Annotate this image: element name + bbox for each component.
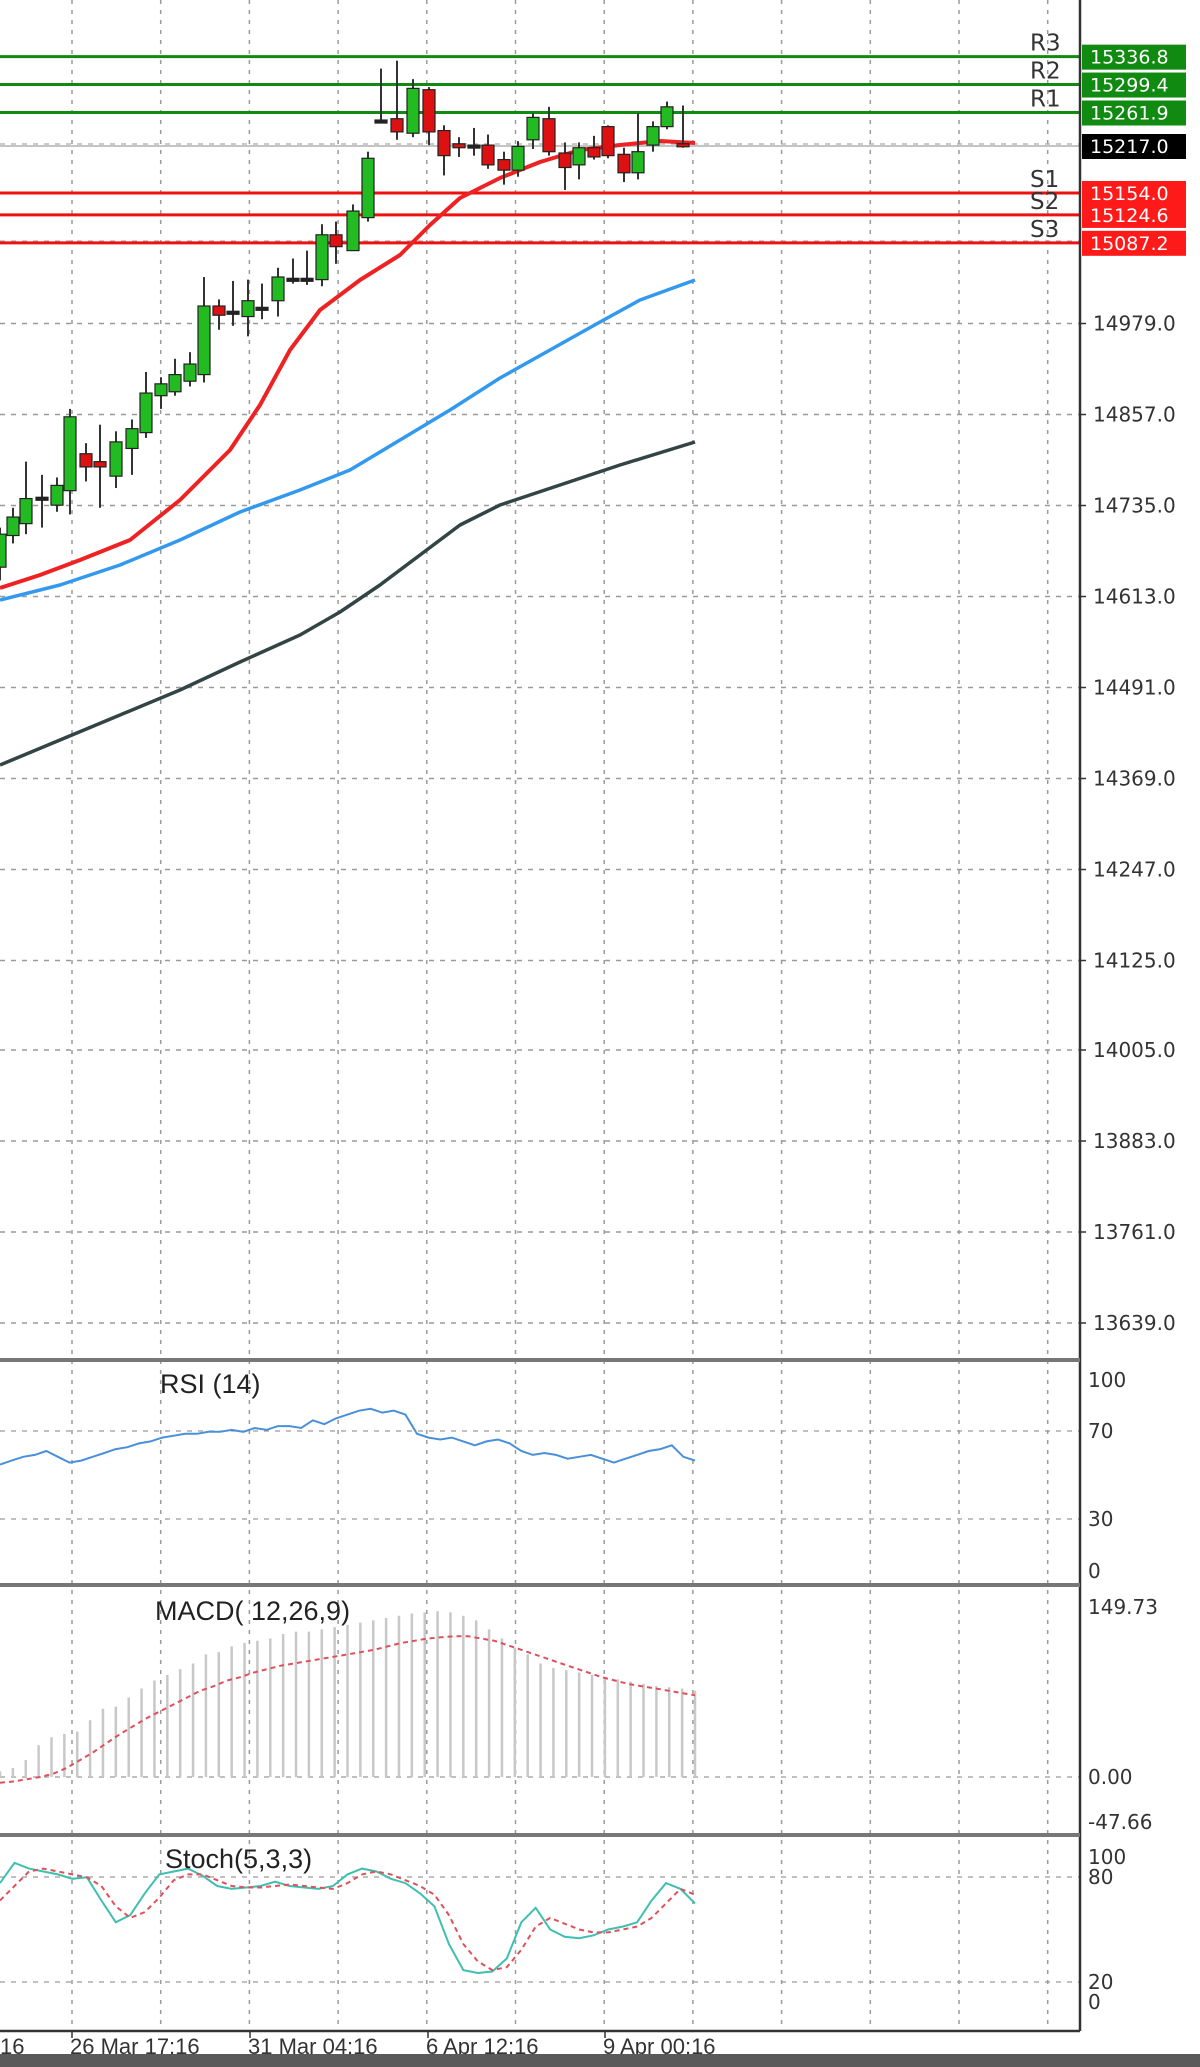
price-tick-label: 14979.0	[1093, 312, 1176, 336]
indicator-tick-label: 100	[1088, 1845, 1126, 1869]
indicator-tick-label: 30	[1088, 1507, 1113, 1531]
svg-text:15087.2: 15087.2	[1090, 233, 1169, 255]
price-tick-label: 14005.0	[1093, 1038, 1176, 1062]
svg-text:15299.4: 15299.4	[1090, 75, 1169, 97]
indicator-tick-label: 0	[1088, 1990, 1101, 2014]
indicator-tick-label: 20	[1088, 1970, 1113, 1994]
price-tick-label: 14247.0	[1093, 858, 1176, 882]
price-tick-label: 14491.0	[1093, 676, 1176, 700]
level-label-r3: R3	[1030, 31, 1061, 57]
level-label-r2: R2	[1030, 59, 1061, 85]
indicator-tick-label: 100	[1088, 1368, 1126, 1392]
indicator-tick-label: 80	[1088, 1865, 1113, 1889]
macd-title: MACD( 12,26,9)	[155, 1596, 350, 1626]
price-candles	[0, 60, 690, 581]
indicator-tick-label: 0.00	[1088, 1765, 1133, 1789]
indicator-tick-label: 0	[1088, 1559, 1101, 1583]
price-tick-label: 13761.0	[1093, 1220, 1176, 1244]
price-tick-label: 13639.0	[1093, 1311, 1176, 1335]
indicator-tick-label: -47.66	[1088, 1810, 1152, 1834]
indicator-tick-label: 149.73	[1088, 1595, 1158, 1619]
price-tick-label: 14369.0	[1093, 767, 1176, 791]
svg-text:15336.8: 15336.8	[1090, 47, 1169, 69]
stoch-title: Stoch(5,3,3)	[165, 1844, 312, 1874]
level-label-s1: S1	[1030, 167, 1059, 193]
svg-text:15124.6: 15124.6	[1090, 205, 1169, 227]
panel-frames	[0, 0, 1082, 2033]
price-tick-label: 14735.0	[1093, 494, 1176, 518]
level-label-s2: S2	[1030, 189, 1059, 215]
price-tick-label: 14125.0	[1093, 948, 1176, 972]
indicator-tick-label: 70	[1088, 1419, 1113, 1443]
window-bottom-border	[0, 2054, 1200, 2067]
price-tick-label: 13883.0	[1093, 1129, 1176, 1153]
current-price-label: 15217.0	[1090, 136, 1169, 158]
rsi-panel	[0, 1407, 696, 1466]
macd-panel	[0, 1611, 697, 1784]
svg-text:15154.0: 15154.0	[1090, 183, 1169, 205]
rsi-title: RSI (14)	[160, 1369, 261, 1399]
level-label-r1: R1	[1030, 87, 1061, 113]
svg-text:15261.9: 15261.9	[1090, 103, 1169, 125]
level-label-s3: S3	[1030, 217, 1059, 243]
price-tick-label: 14857.0	[1093, 403, 1176, 427]
stochastic-panel	[0, 1861, 696, 1975]
price-tick-label: 14613.0	[1093, 585, 1176, 609]
